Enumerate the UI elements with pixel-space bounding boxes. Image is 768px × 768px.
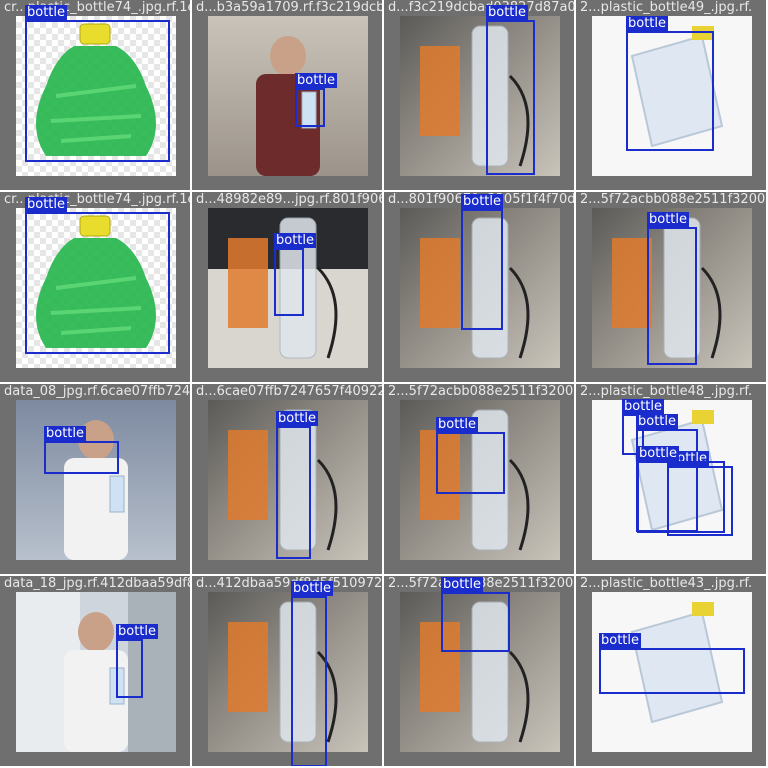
- image-filename: d...b3a59a1709.rf.f3c219dcbad0d3827d87a0…: [196, 0, 382, 15]
- bottle-illustration: [420, 601, 530, 743]
- bounding-box-label: bottle: [44, 426, 87, 441]
- image-filename: 2...plastic_bottle43_.jpg.rf.: [580, 576, 753, 591]
- detection-tile: 2...5f72acbb088e2511f32007a5572acbb088e2…: [384, 576, 574, 766]
- bottle-illustration: [420, 25, 530, 167]
- bottle-illustration: [36, 23, 156, 156]
- bounding-box: bottle: [276, 411, 319, 559]
- bounding-box-label: bottle: [599, 633, 642, 648]
- bottle-illustration: [64, 612, 128, 752]
- detection-tile: 2...plastic_bottle49_.jpg.rf. bottle: [576, 0, 766, 190]
- bounding-box: bottle: [626, 16, 714, 151]
- bounding-box: bottle: [274, 233, 317, 316]
- sample-photo: [208, 16, 368, 176]
- detection-tile: 2...5f72acbb088e2511f32007a5572acbb088 bo…: [576, 192, 766, 382]
- bounding-box-label: bottle: [291, 581, 334, 596]
- detection-tile: data_08_jpg.rf.6cae07ffb7247657f40922155…: [0, 384, 190, 574]
- detection-tile: d...f3c219dcbad03827d87a0f25f5172acbb088…: [384, 0, 574, 190]
- sample-photo: [592, 208, 752, 368]
- bounding-box: bottle: [25, 197, 170, 354]
- bounding-box: bottle: [599, 633, 745, 694]
- detection-tile: d...412dbaa59df8d5f510972007a5572acbb088…: [192, 576, 382, 766]
- sample-photo: [400, 208, 560, 368]
- bounding-box: bottle: [295, 73, 338, 127]
- image-filename: 2...plastic_bottle49_.jpg.rf.: [580, 0, 753, 15]
- detection-tile: d...801f90679e3305f1f4f70d9672acbb088e25…: [384, 192, 574, 382]
- bounding-box-label: bottle: [626, 16, 669, 31]
- bottle-illustration: [256, 36, 320, 176]
- detection-tile: 2...plastic_bottle48_.jpg.rf. bottle bottl…: [576, 384, 766, 574]
- image-filename: 2...5f72acbb088e2511f32007a5572acbb088e2…: [388, 384, 574, 399]
- bounding-box: bottle: [637, 446, 725, 533]
- sample-photo: [592, 592, 752, 752]
- bottle-illustration: [420, 409, 530, 551]
- image-filename: data_18_jpg.rf.412dbaa59df8d5f510972007a…: [4, 576, 190, 591]
- bounding-box: bottle: [486, 5, 535, 175]
- bottle-illustration: [630, 26, 724, 148]
- detection-tile: d...6cae07ffb7247657f409221557f72acbb088…: [192, 384, 382, 574]
- bounding-box-label: bottle: [295, 73, 338, 88]
- bounding-box-label: bottle: [647, 212, 690, 227]
- sample-photo: [16, 16, 176, 176]
- image-filename: d...412dbaa59df8d5f510972007a5572acbb088: [196, 576, 382, 591]
- bottle-illustration: [228, 409, 338, 551]
- bounding-box: bottle: [436, 417, 505, 494]
- bounding-box-label: bottle: [436, 417, 479, 432]
- sample-photo: [400, 400, 560, 560]
- bottle-illustration: [630, 602, 724, 724]
- bounding-box-label: bottle: [486, 5, 529, 20]
- sample-photo: [400, 16, 560, 176]
- sample-photo: [16, 400, 176, 560]
- image-filename: d...6cae07ffb7247657f409221557f72acbb088…: [196, 384, 382, 399]
- image-filename: 2...5f72acbb088e2511f32007a5572acbb088: [580, 192, 766, 207]
- bottle-illustration: [36, 215, 156, 348]
- detection-tile: 2...5f72acbb088e2511f32007a5572acbb088e2…: [384, 384, 574, 574]
- bounding-box: bottle: [25, 5, 170, 162]
- bottle-illustration: [420, 217, 530, 359]
- bottle-illustration: [228, 601, 338, 743]
- bounding-box-label: bottle: [25, 5, 68, 20]
- bounding-box-label: bottle: [461, 194, 504, 209]
- bounding-box: bottle: [291, 581, 334, 766]
- bounding-box-label: bottle: [622, 399, 665, 414]
- bottle-illustration: [64, 420, 128, 560]
- detection-tile: 2...plastic_bottle43_.jpg.rf.bottle: [576, 576, 766, 766]
- bounding-box: bottle: [441, 577, 510, 652]
- bounding-box-label: bottle: [25, 197, 68, 212]
- detection-tile: cr...plastic_bottle74_.jpg.rf.1e859f1700…: [0, 192, 190, 382]
- image-filename: d...48982e89...jpg.rf.801f90679e3305f1f4…: [196, 192, 382, 207]
- detection-tile: d...48982e89...jpg.rf.801f90679e3305f1f4…: [192, 192, 382, 382]
- bounding-box-label: bottle: [276, 411, 319, 426]
- bounding-box: bottle: [622, 399, 665, 455]
- bounding-box: bottle: [647, 212, 697, 365]
- image-filename: d...f3c219dcbad03827d87a0f25f5172acbb088…: [388, 0, 574, 15]
- detection-tile: d...b3a59a1709.rf.f3c219dcbad0d3827d87a0…: [192, 0, 382, 190]
- sample-photo: [400, 592, 560, 752]
- bounding-box: bottle: [44, 426, 119, 474]
- image-filename: 2...plastic_bottle48_.jpg.rf.: [580, 384, 753, 399]
- bounding-box-label: bottle: [441, 577, 484, 592]
- sample-photo: [208, 592, 368, 752]
- bounding-box-label: bottle: [637, 446, 680, 461]
- image-filename: data_08_jpg.rf.6cae07ffb7247657f40922155…: [4, 384, 190, 399]
- bounding-box: bottle: [116, 624, 159, 698]
- bottle-illustration: [228, 217, 338, 359]
- bounding-box-label: bottle: [636, 414, 679, 429]
- bounding-box-label: bottle: [116, 624, 159, 639]
- detection-tile: cr...plastic_bottle74_.jpg.rf.1e859f1700…: [0, 0, 190, 190]
- sample-photo: [16, 592, 176, 752]
- bounding-box-label: bottle: [274, 233, 317, 248]
- bottle-illustration: [612, 217, 722, 359]
- bounding-box: bottle: [461, 194, 504, 330]
- detection-tile: data_18_jpg.rf.412dbaa59df8d5f510972007a…: [0, 576, 190, 766]
- sample-photo: [16, 208, 176, 368]
